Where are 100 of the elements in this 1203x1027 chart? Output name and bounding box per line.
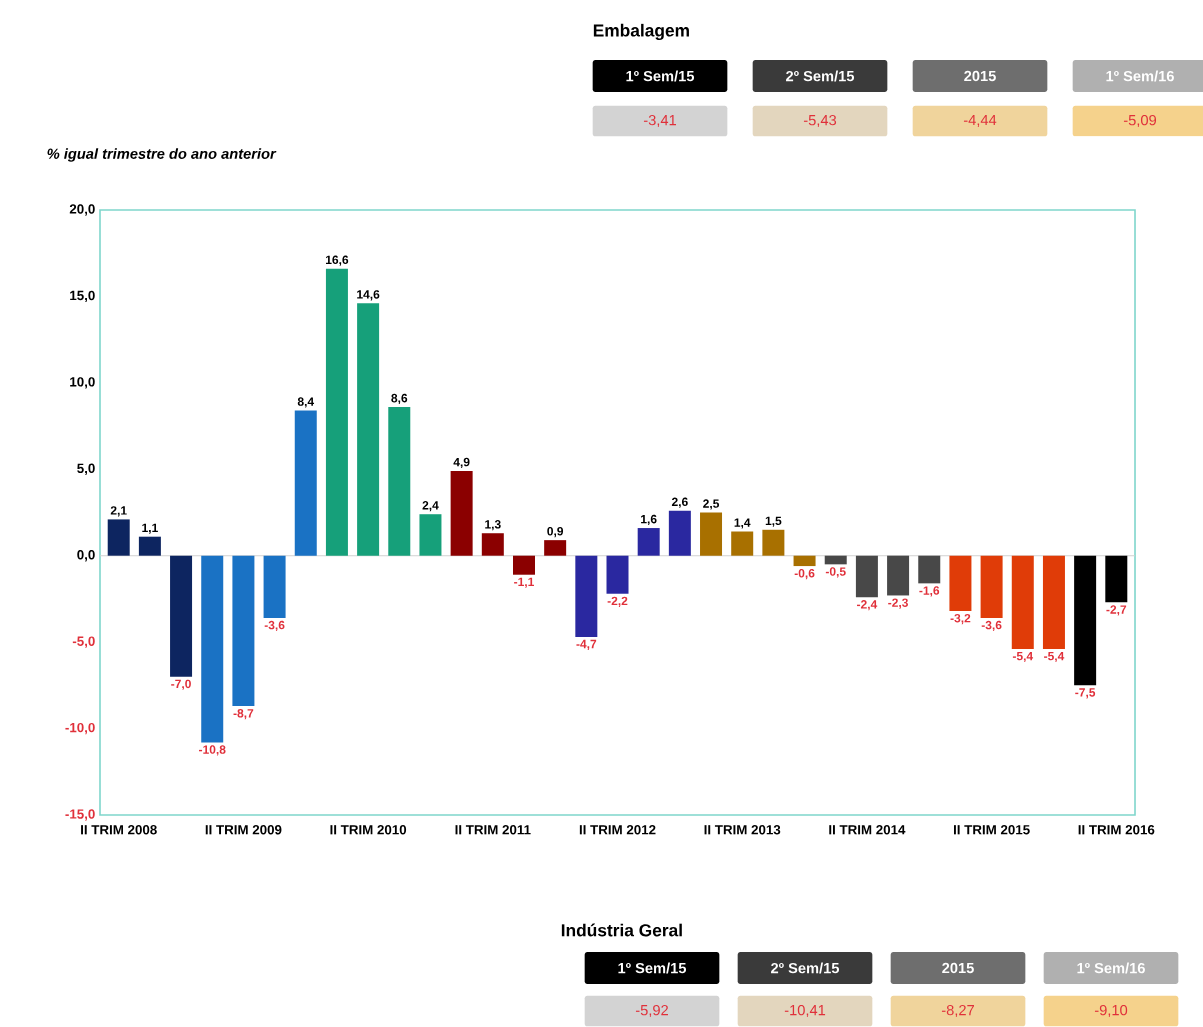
data-label: 2,6 <box>671 497 688 508</box>
bar <box>949 555 972 612</box>
bar <box>170 555 193 677</box>
data-label: -7,0 <box>171 679 191 690</box>
bar <box>294 410 317 556</box>
bar <box>980 555 1003 618</box>
bar <box>668 510 691 556</box>
y-axis-title: % igual trimestre do ano anterior <box>47 148 277 162</box>
data-label: 4,9 <box>453 457 470 469</box>
data-label: -5,4 <box>1044 651 1065 663</box>
data-label: -5,43 <box>803 114 837 128</box>
bar <box>1042 555 1065 650</box>
y-tick-label: -10,0 <box>65 722 95 735</box>
data-label: -4,7 <box>576 639 597 650</box>
y-tick-label: 5,0 <box>77 463 95 475</box>
bar <box>481 533 504 556</box>
x-tick-label: II TRIM 2014 <box>829 825 906 835</box>
data-label: -3,2 <box>950 613 971 625</box>
bar <box>1105 555 1128 603</box>
bar <box>263 555 286 618</box>
category-label: 2015 <box>942 962 974 974</box>
data-label: -8,27 <box>941 1004 974 1018</box>
data-label: -0,6 <box>794 569 815 580</box>
data-label: 1,4 <box>734 518 751 529</box>
x-tick-label: II TRIM 2009 <box>205 825 282 835</box>
bar <box>575 555 598 637</box>
data-label: -5,4 <box>1012 651 1034 663</box>
data-label: -5,92 <box>635 1004 668 1018</box>
data-label: 1,6 <box>641 514 657 526</box>
bar <box>512 555 535 575</box>
bar <box>824 555 847 565</box>
bar <box>325 268 348 556</box>
bar <box>138 536 161 556</box>
data-label: 16,6 <box>326 255 349 266</box>
data-label: -3,41 <box>643 114 677 128</box>
bar <box>419 514 442 556</box>
data-label: 8,4 <box>297 397 315 408</box>
x-tick-label: II TRIM 2016 <box>1078 825 1155 835</box>
bar <box>887 555 910 596</box>
y-tick-label: 0,0 <box>77 550 95 562</box>
y-tick-label: -5,0 <box>72 636 95 648</box>
x-tick-label: II TRIM 2008 <box>81 825 157 835</box>
bar <box>762 529 785 556</box>
bar <box>855 555 878 598</box>
y-tick-label: 15,0 <box>70 290 95 303</box>
bar <box>107 519 130 556</box>
data-label: -2,4 <box>857 600 878 611</box>
x-tick-label: II TRIM 2015 <box>953 825 1030 835</box>
bar <box>357 303 380 556</box>
data-label: -4,44 <box>963 115 997 127</box>
bar <box>232 555 255 707</box>
data-label: -9,10 <box>1094 1004 1128 1018</box>
data-label: -2,3 <box>888 598 908 609</box>
bar <box>793 555 816 567</box>
x-tick-label: II TRIM 2010 <box>330 825 407 835</box>
y-tick-label: 20,0 <box>69 204 95 216</box>
data-label: 1,3 <box>485 520 501 531</box>
data-label: 0,9 <box>547 526 564 538</box>
category-label: 2º Sem/15 <box>771 962 840 974</box>
data-label: -0,5 <box>825 567 846 578</box>
text: Embalagem <box>593 23 689 41</box>
bar <box>388 407 411 556</box>
data-label: -3,6 <box>264 620 285 632</box>
x-tick-label: II TRIM 2012 <box>579 825 656 835</box>
category-label: 1º Sem/15 <box>626 70 695 82</box>
category-label: 2015 <box>964 70 996 82</box>
data-label: -10,41 <box>784 1004 826 1018</box>
data-label: 2,4 <box>422 501 439 512</box>
bar <box>731 531 754 556</box>
category-label: 1º Sem/16 <box>1106 70 1174 82</box>
bar <box>700 512 723 556</box>
bar <box>1074 555 1097 686</box>
data-label: 14,6 <box>357 290 380 301</box>
data-label: -2,2 <box>607 596 628 607</box>
text: Indústria Geral <box>561 923 682 937</box>
y-tick-label: 10,0 <box>70 377 95 389</box>
y-tick-label: -15,0 <box>65 809 95 821</box>
data-label: -2,7 <box>1106 605 1127 616</box>
data-label: -8,7 <box>233 709 254 720</box>
x-tick-label: II TRIM 2013 <box>704 825 781 835</box>
bar <box>201 555 224 743</box>
bar <box>606 555 629 594</box>
bar <box>637 528 660 556</box>
bar <box>918 555 941 584</box>
data-label: 1,5 <box>765 516 782 527</box>
data-label: 2,1 <box>110 506 127 517</box>
category-label: 1º Sem/16 <box>1077 962 1145 974</box>
data-label: -10,8 <box>199 745 226 756</box>
category-label: 1º Sem/15 <box>618 962 687 974</box>
bar <box>544 540 567 556</box>
bar <box>1011 555 1034 650</box>
data-label: -3,6 <box>981 620 1002 632</box>
data-label: -7,5 <box>1075 688 1096 699</box>
data-label: 8,6 <box>391 393 408 405</box>
data-label: -1,1 <box>514 577 534 588</box>
data-label: 1,1 <box>142 523 158 534</box>
data-label: -1,6 <box>919 586 940 597</box>
data-label: 2,5 <box>703 499 720 510</box>
x-tick-label: II TRIM 2011 <box>455 825 531 835</box>
bar <box>450 471 473 556</box>
